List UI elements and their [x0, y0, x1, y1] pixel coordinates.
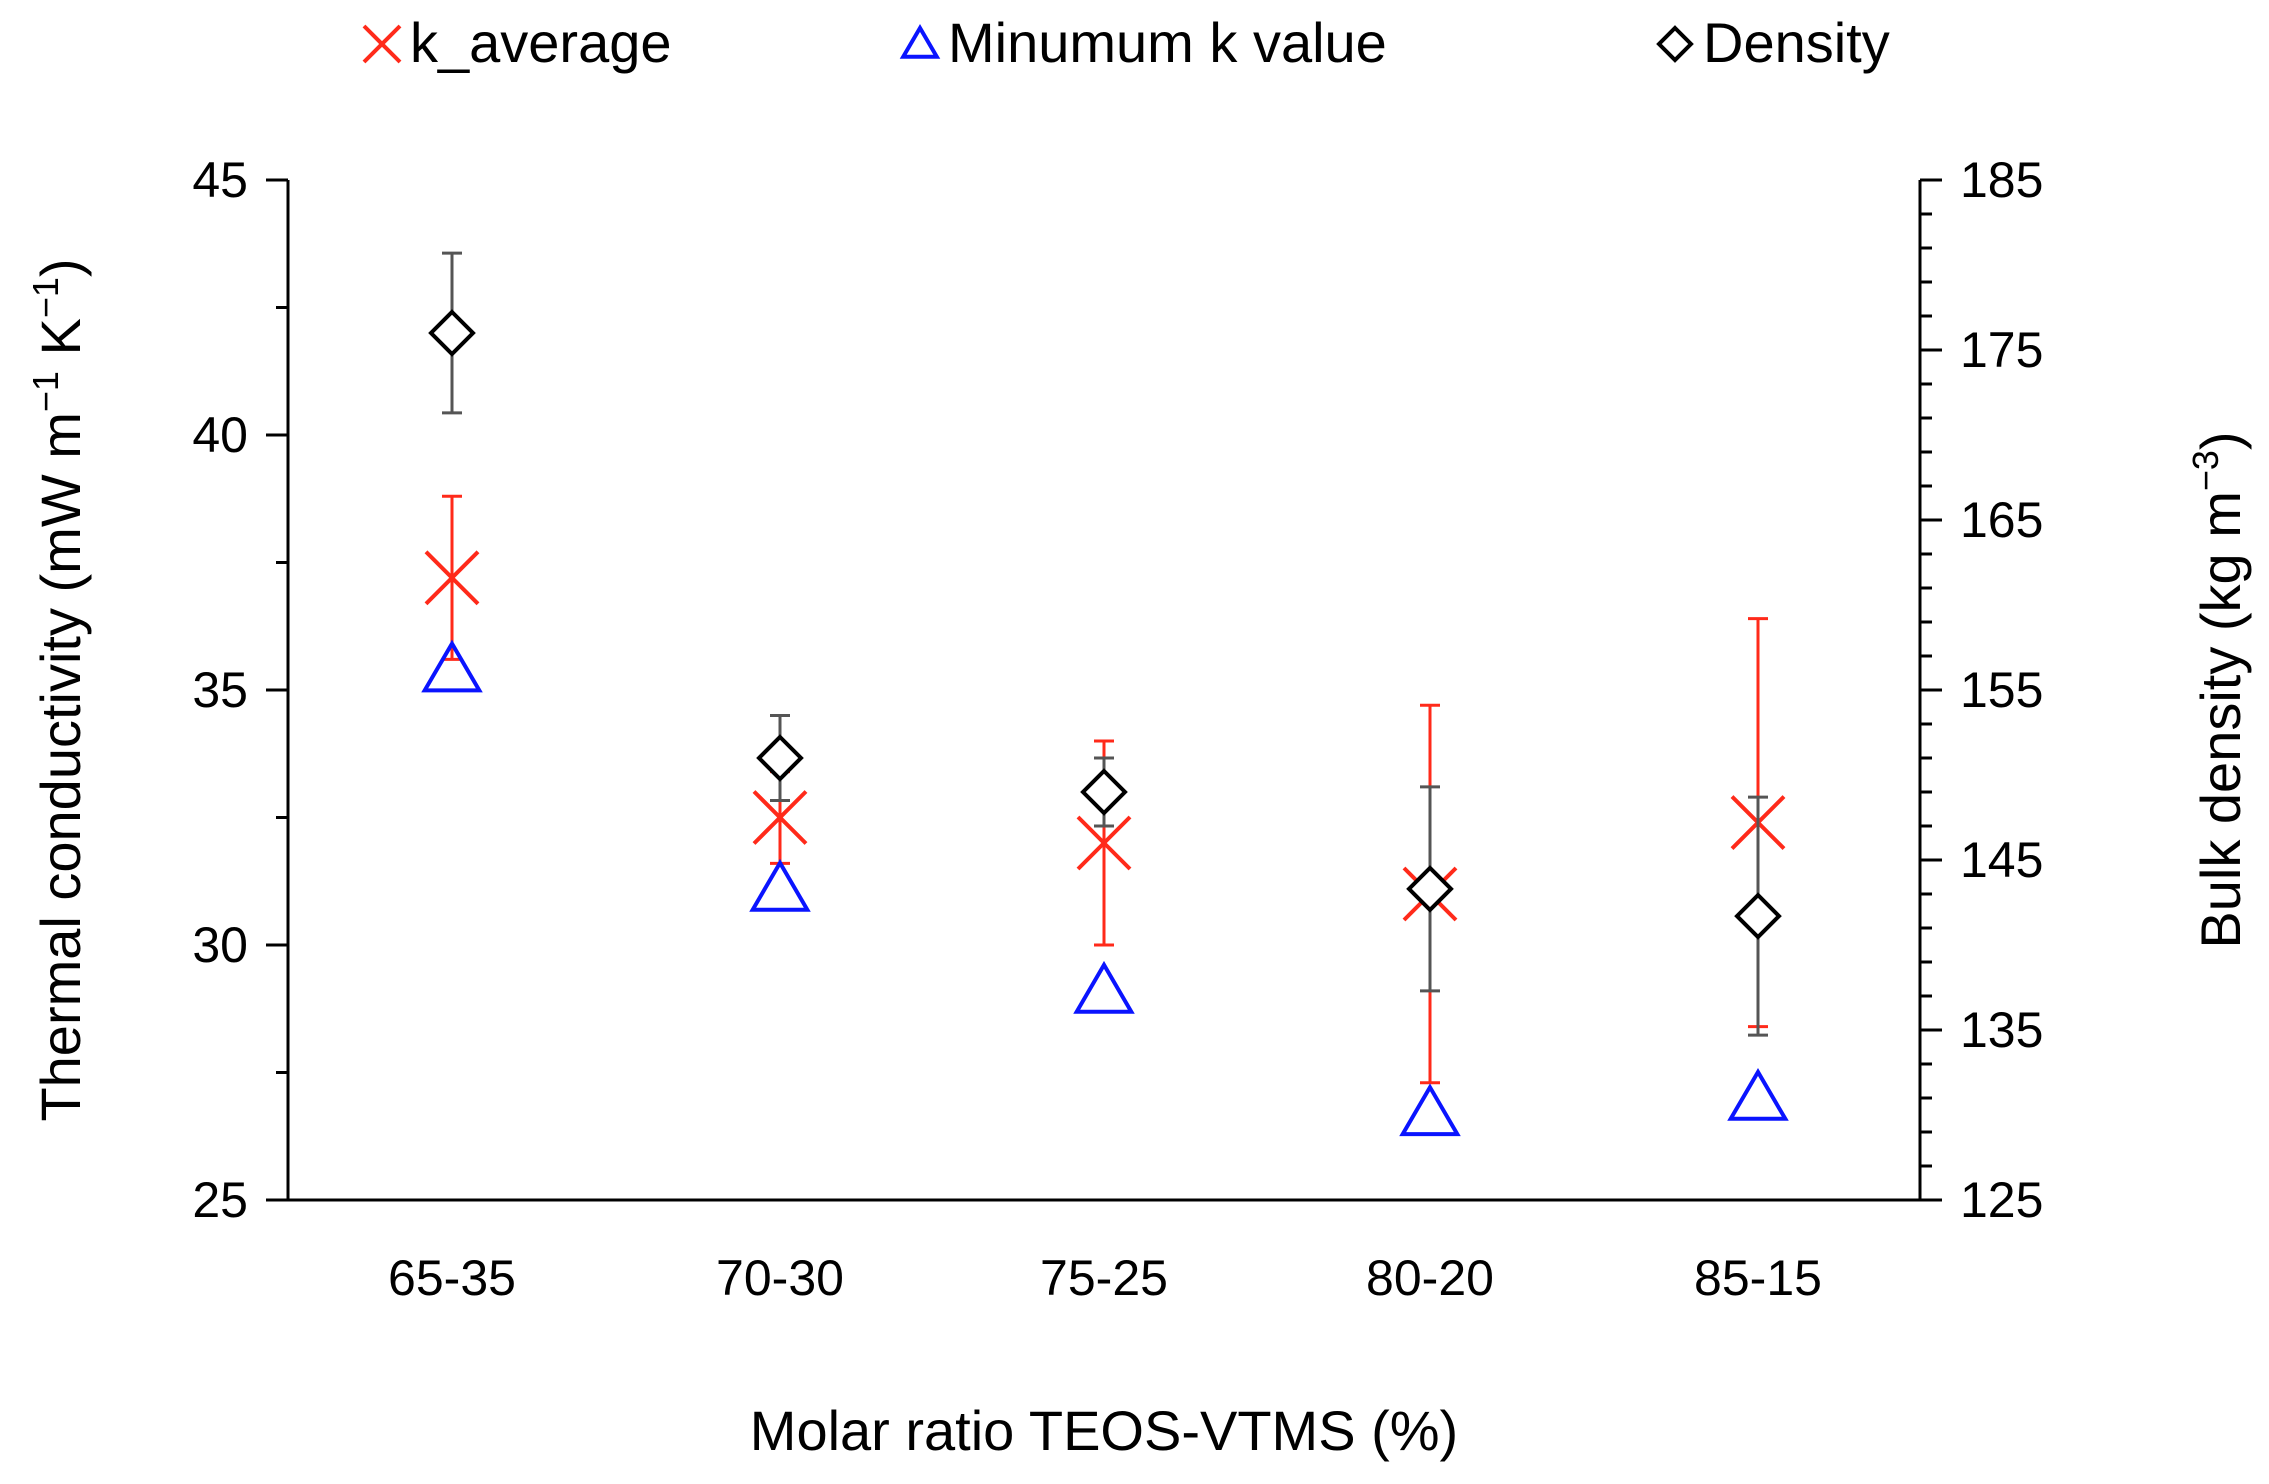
- axes: [286, 180, 1922, 1202]
- right-y-tick-label: 165: [1960, 492, 2043, 548]
- left-y-tick-label: 25: [192, 1172, 248, 1228]
- x-tick-label: 70-30: [716, 1250, 844, 1306]
- legend-marker: [899, 24, 941, 59]
- legend-item: Density: [1656, 11, 1890, 74]
- x-axis-title: Molar ratio TEOS-VTMS (%): [750, 1399, 1458, 1462]
- x-tick-label: 75-25: [1040, 1250, 1168, 1306]
- k-average-point-stroke: [1076, 815, 1132, 871]
- x-tick-labels: 65-35 70-30 75-25 80-20 85-15: [388, 1250, 1822, 1306]
- k-average-point-stroke: [752, 790, 808, 845]
- left-y-axis-title: Thermal conductivity (mW m−1 K−1): [25, 258, 92, 1121]
- right-y-tick-label: 155: [1960, 662, 2043, 718]
- density-point: [1406, 865, 1454, 913]
- minimum-k-point: [1399, 1083, 1461, 1137]
- minimum-k-point: [421, 639, 483, 693]
- minimum-k-point: [1727, 1068, 1789, 1121]
- legend: k_average Minumum k value Density: [362, 11, 1890, 74]
- right-y-tick-label: 185: [1960, 152, 2043, 208]
- series-layer: [421, 251, 1789, 1137]
- k-average-point-stroke: [424, 550, 480, 606]
- minimum-k-point: [1073, 960, 1135, 1014]
- left-y-ticks: 25 30 35 40 45: [192, 152, 288, 1228]
- right-y-tick-label: 175: [1960, 322, 2043, 378]
- left-y-tick-label: 40: [192, 407, 248, 463]
- legend-item: k_average: [362, 11, 672, 74]
- density-point: [1734, 892, 1782, 940]
- right-y-ticks: 125 135 145 155 165 175 185: [1920, 152, 2043, 1228]
- density-point: [756, 734, 804, 782]
- right-y-tick-label: 125: [1960, 1172, 2043, 1228]
- legend-marker-stroke: [362, 24, 402, 64]
- legend-label: Density: [1703, 11, 1890, 74]
- minimum-k-series: [421, 639, 1789, 1137]
- x-tick-label: 80-20: [1366, 1250, 1494, 1306]
- legend-marker: [1656, 25, 1694, 63]
- minimum-k-point: [749, 858, 811, 912]
- legend-label: k_average: [410, 11, 672, 74]
- right-y-tick-label: 135: [1960, 1002, 2043, 1058]
- density-point: [1080, 768, 1128, 816]
- left-y-tick-label: 30: [192, 917, 248, 973]
- x-tick-label: 65-35: [388, 1250, 516, 1306]
- density-series: [428, 309, 1782, 940]
- legend-item: Minumum k value: [899, 11, 1387, 74]
- density-point: [428, 309, 476, 357]
- left-y-tick-label: 35: [192, 662, 248, 718]
- legend-label: Minumum k value: [948, 11, 1387, 74]
- right-y-axis-title: Bulk density (kg m−3): [2185, 431, 2252, 948]
- right-y-tick-label: 145: [1960, 832, 2043, 888]
- left-y-tick-label: 45: [192, 152, 248, 208]
- x-tick-label: 85-15: [1694, 1250, 1822, 1306]
